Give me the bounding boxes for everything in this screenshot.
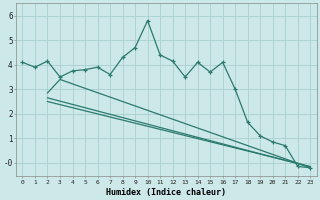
X-axis label: Humidex (Indice chaleur): Humidex (Indice chaleur)	[106, 188, 226, 197]
